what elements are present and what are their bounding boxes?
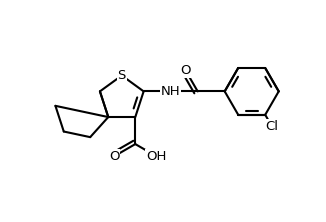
Text: OH: OH: [146, 150, 167, 163]
Text: O: O: [180, 64, 191, 77]
Text: O: O: [109, 150, 120, 163]
Text: Cl: Cl: [265, 120, 278, 133]
Text: NH: NH: [161, 85, 181, 98]
Text: S: S: [118, 69, 126, 82]
